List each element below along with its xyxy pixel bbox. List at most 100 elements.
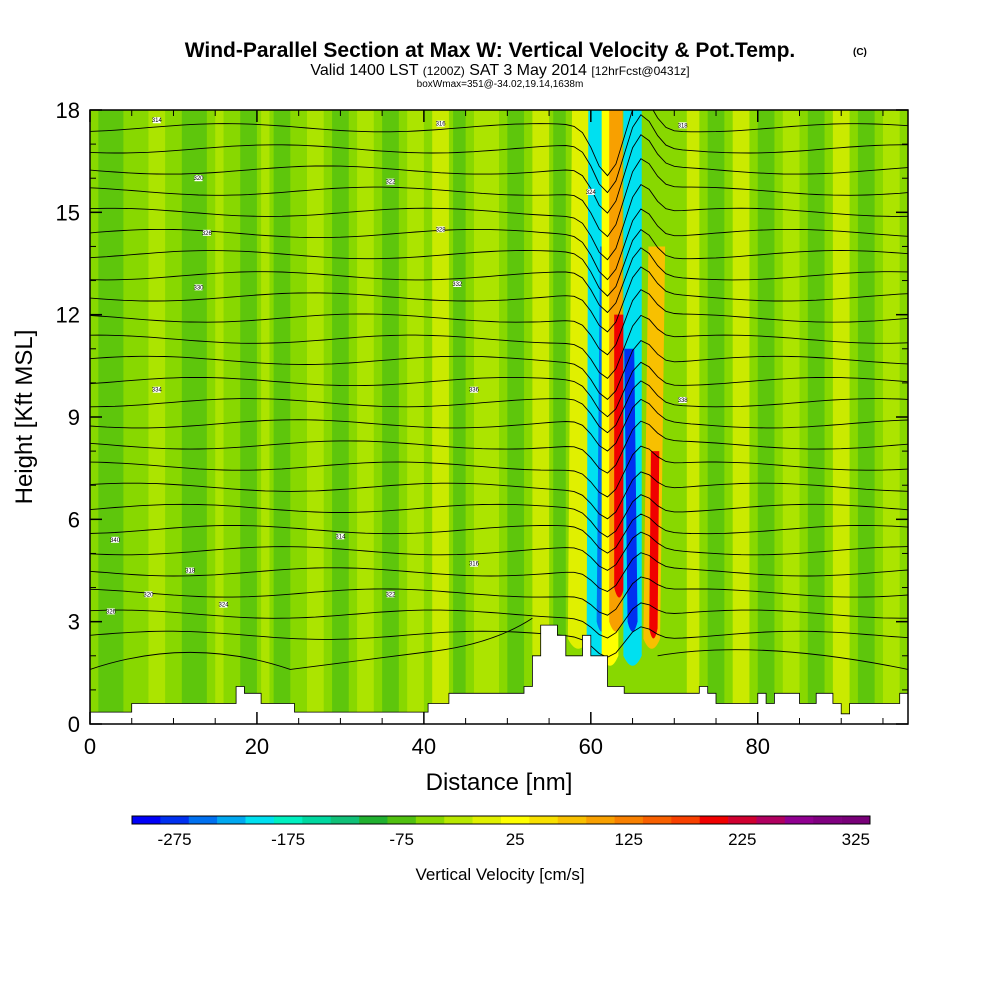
contour-label: 320 bbox=[143, 591, 154, 598]
colorbar-swatch bbox=[784, 816, 814, 824]
valid-utc: (1200Z) bbox=[423, 64, 465, 78]
contour-label-text: 318 bbox=[185, 569, 196, 575]
contour-label-box bbox=[219, 601, 228, 608]
contour-label-box bbox=[469, 560, 478, 567]
colorbar-swatch bbox=[841, 816, 871, 824]
contour-label-text: 338 bbox=[678, 398, 689, 404]
velocity-bands bbox=[98, 110, 900, 724]
isentrope bbox=[90, 420, 908, 474]
velocity-band bbox=[307, 110, 324, 724]
potential-temperature-contours: 314 316 318 320 322 324 326 328 330 332 334 336 338 3… bbox=[90, 110, 908, 670]
contour-label-box bbox=[386, 178, 395, 185]
colorbar-swatch bbox=[529, 816, 559, 824]
contour-label-text: 320 bbox=[143, 592, 154, 598]
isentrope bbox=[90, 531, 908, 571]
valid-prefix: Valid 1400 LST bbox=[310, 62, 418, 79]
contour-label-box bbox=[144, 591, 153, 598]
contour-label-text: 324 bbox=[586, 190, 597, 196]
isentrope bbox=[90, 228, 908, 297]
contour-label-text: 326 bbox=[106, 609, 117, 615]
isentrope bbox=[90, 617, 533, 670]
velocity-band bbox=[432, 110, 449, 724]
contour-label-text: 328 bbox=[436, 227, 447, 233]
isentrope bbox=[90, 380, 908, 434]
velocity-band bbox=[240, 110, 257, 724]
velocity-band bbox=[332, 110, 349, 724]
velocity-band bbox=[507, 110, 525, 724]
contour-label-box bbox=[186, 567, 195, 574]
contour-label: 324 bbox=[219, 601, 230, 609]
title-block: Wind-Parallel Section at Max W: Vertical… bbox=[185, 39, 867, 90]
colorbar-swatch bbox=[444, 816, 473, 824]
x-axis-label: Distance [nm] bbox=[426, 769, 573, 796]
isentrope bbox=[90, 445, 908, 498]
x-tick-label: 80 bbox=[746, 734, 770, 759]
contour-label-text: 316 bbox=[436, 122, 447, 128]
contour-label-box bbox=[586, 188, 595, 195]
terrain-mask bbox=[90, 624, 908, 724]
contour-label-text: 322 bbox=[385, 180, 396, 186]
contour-label-box bbox=[111, 536, 120, 543]
plot-area: 314 316 318 320 322 324 326 328 330 332 334 336 338 3… bbox=[90, 110, 908, 724]
velocity-band bbox=[757, 110, 775, 724]
isentrope bbox=[90, 289, 908, 356]
isentrope bbox=[90, 314, 908, 380]
velocity-band bbox=[382, 110, 399, 724]
contour-label-text: 326 bbox=[202, 231, 213, 237]
y-tick-label: 0 bbox=[68, 712, 80, 737]
colorbar-swatch bbox=[330, 816, 360, 824]
isentrope bbox=[90, 158, 908, 238]
contour-label: 318 bbox=[678, 122, 689, 129]
isentrope bbox=[90, 340, 908, 401]
contour-label-box bbox=[152, 386, 161, 393]
colorbar-swatch bbox=[642, 816, 672, 824]
y-tick-label: 3 bbox=[68, 610, 80, 635]
chart-title: Wind-Parallel Section at Max W: Vertical… bbox=[185, 39, 796, 62]
x-tick-label: 40 bbox=[412, 734, 436, 759]
contour-label-box bbox=[453, 280, 462, 287]
contour-label: 322 bbox=[385, 591, 396, 598]
velocity-band bbox=[215, 110, 224, 724]
contour-label-box bbox=[194, 284, 203, 291]
velocity-band bbox=[732, 110, 750, 724]
contour-label-text: 334 bbox=[152, 388, 163, 394]
contour-label-text: 324 bbox=[219, 603, 230, 609]
contour-label-box bbox=[678, 122, 687, 129]
colorbar-swatch bbox=[728, 816, 757, 824]
colorbar-swatch bbox=[699, 816, 729, 824]
colorbar-swatch bbox=[217, 816, 246, 824]
velocity-band bbox=[473, 110, 499, 724]
contour-label-box bbox=[436, 120, 445, 127]
isentrope bbox=[90, 513, 908, 554]
updraft-core bbox=[643, 246, 666, 649]
isentrope bbox=[90, 114, 908, 194]
velocity-band bbox=[98, 110, 124, 724]
y-tick-label: 18 bbox=[56, 98, 80, 123]
contour-label-box bbox=[336, 533, 345, 540]
contour-label-text: 318 bbox=[678, 123, 689, 129]
colorbar-frame bbox=[131, 815, 871, 825]
isentrope bbox=[90, 361, 908, 418]
colorbar-swatch bbox=[671, 816, 700, 824]
contour-label: 336 bbox=[469, 386, 480, 394]
updraft-core bbox=[614, 314, 625, 598]
velocity-cores bbox=[567, 110, 666, 666]
contour-label-box bbox=[106, 608, 115, 615]
contour-label-box bbox=[202, 229, 211, 236]
velocity-band bbox=[553, 110, 566, 724]
velocity-band bbox=[148, 110, 166, 724]
colorbar bbox=[131, 815, 871, 825]
x-axis: 0 20 40 60 80 bbox=[84, 110, 884, 759]
forecast-info: [12hrFcst@0431z] bbox=[591, 64, 689, 78]
valid-date: SAT 3 May 2014 bbox=[469, 62, 587, 79]
contour-label: 340 bbox=[110, 536, 121, 544]
colorbar-swatch bbox=[132, 816, 161, 824]
contour-label-text: 320 bbox=[194, 176, 205, 182]
copyright-mark: (C) bbox=[853, 47, 867, 58]
contour-label: 316 bbox=[436, 120, 447, 128]
colorbar-label: Vertical Velocity [cm/s] bbox=[415, 865, 584, 884]
isentrope bbox=[90, 494, 908, 538]
colorbar-swatch bbox=[756, 816, 786, 824]
x-tick-label: 0 bbox=[84, 734, 96, 759]
contour-label-text: 314 bbox=[335, 534, 346, 540]
